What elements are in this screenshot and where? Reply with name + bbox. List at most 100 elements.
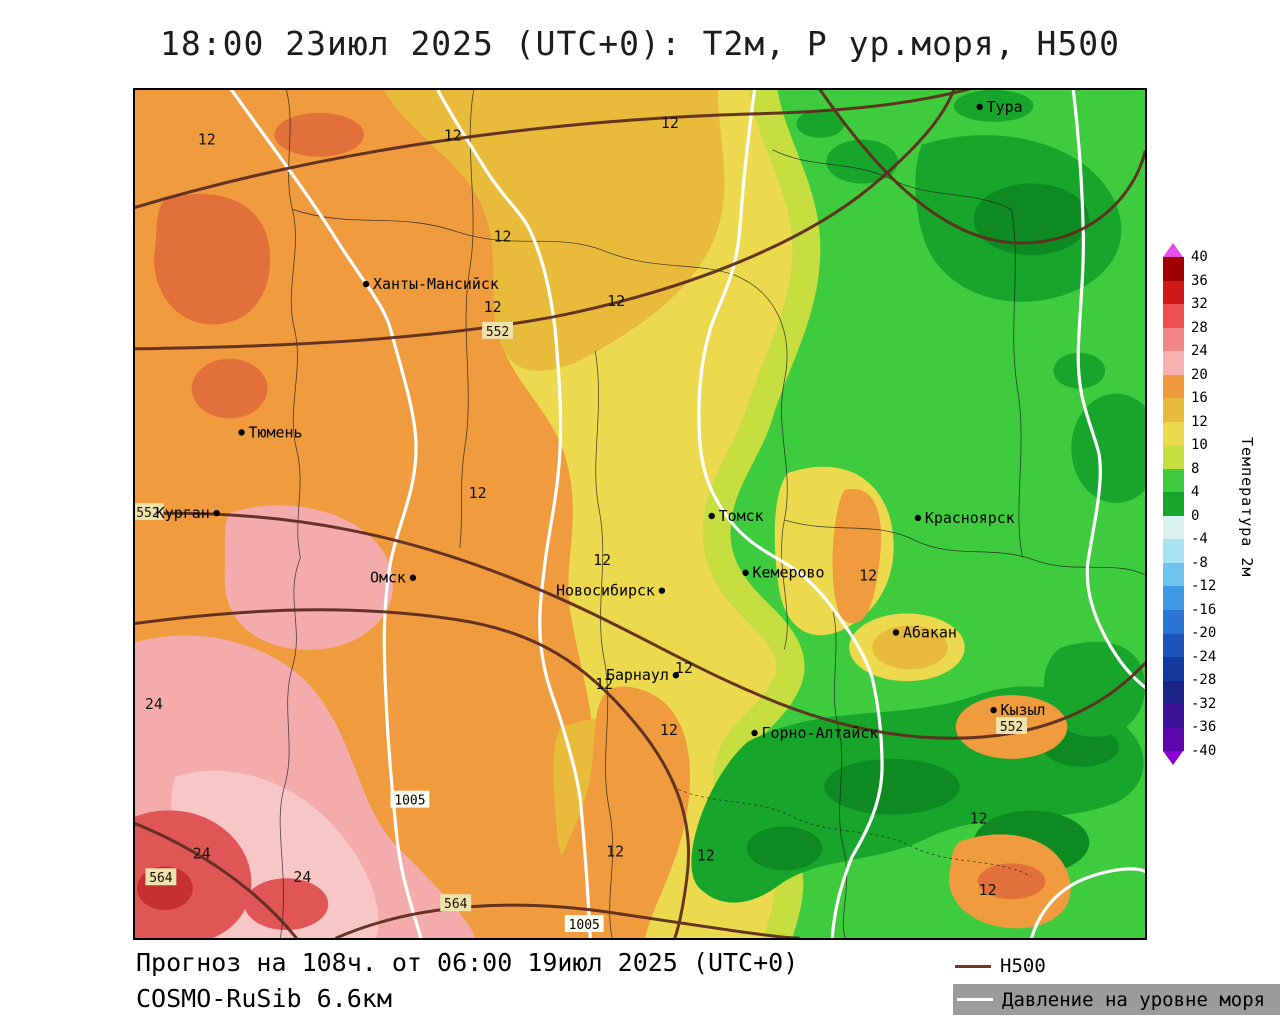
legend-tick: 28 xyxy=(1191,319,1208,336)
temp-contour-label: 12 xyxy=(859,567,877,585)
city-label: Омск xyxy=(370,569,406,587)
svg-text:24: 24 xyxy=(293,868,311,886)
page-title: 18:00 23июл 2025 (UTC+0): Т2м, P ур.моря… xyxy=(160,24,1120,63)
h500-line-legend: H500 xyxy=(955,953,1046,979)
legend-tick: 16 xyxy=(1191,390,1208,407)
city-marker: Барнаул xyxy=(606,666,680,684)
temp-contour-label: 12 xyxy=(198,131,216,149)
svg-text:12: 12 xyxy=(595,675,613,693)
legend-tick: -24 xyxy=(1191,648,1217,665)
city-label: Томск xyxy=(719,507,764,525)
city-marker: Омск xyxy=(370,569,417,587)
svg-text:12: 12 xyxy=(675,659,693,677)
city-label: Новосибирск xyxy=(556,582,655,600)
legend-tick: -32 xyxy=(1191,695,1217,712)
pressure-contour-label: 1005 xyxy=(390,790,430,809)
svg-text:552: 552 xyxy=(136,506,159,521)
city-marker: Тюмень xyxy=(238,423,302,441)
temp-contour-label: 12 xyxy=(593,551,611,569)
legend-tick: 20 xyxy=(1191,366,1208,383)
legend-tick: -20 xyxy=(1191,625,1217,642)
svg-text:552: 552 xyxy=(486,325,509,340)
legend-tick: 4 xyxy=(1191,484,1200,501)
svg-text:552: 552 xyxy=(1000,720,1023,735)
temp-contour-label: 12 xyxy=(469,484,487,502)
temp-contour-label: 12 xyxy=(484,298,502,316)
svg-text:12: 12 xyxy=(979,881,997,899)
temp-contour-label: 12 xyxy=(661,114,679,132)
svg-text:12: 12 xyxy=(697,846,715,864)
contour-label-box xyxy=(390,790,430,808)
legend-tick: -12 xyxy=(1191,578,1217,595)
city-dot xyxy=(238,429,245,436)
city-layer: Тура Ханты-Мансийск Тюмень Курган Омск Томск К… xyxy=(156,98,1046,742)
svg-text:12: 12 xyxy=(494,227,512,245)
svg-text:1005: 1005 xyxy=(394,794,425,809)
city-marker: Томск xyxy=(708,507,764,525)
city-label: Ханты-Мансийск xyxy=(373,275,499,293)
temp-contour-label: 24 xyxy=(293,868,311,886)
h500-contour-label: 552 xyxy=(482,321,514,340)
legend-tick: -8 xyxy=(1191,554,1208,571)
city-dot xyxy=(708,512,715,520)
city-label: Кемерово xyxy=(753,564,825,582)
legend-tick: -16 xyxy=(1191,601,1217,618)
legend-colorbar xyxy=(1163,257,1184,752)
legend-tick: 32 xyxy=(1191,296,1208,313)
pressure-line-legend: Давление на уровне моря xyxy=(953,984,1280,1015)
temp-contour-label: 12 xyxy=(660,721,678,739)
city-marker: Ханты-Мансийск xyxy=(362,275,499,293)
temp-contour-label: 24 xyxy=(145,695,163,713)
city-marker: Горно-Алтайск xyxy=(751,724,878,742)
city-marker: Красноярск xyxy=(914,509,1015,527)
legend-tick: 0 xyxy=(1191,507,1200,524)
legend-tick: -28 xyxy=(1191,672,1217,689)
h500-contour-label: 564 xyxy=(440,894,472,912)
svg-text:564: 564 xyxy=(149,871,173,886)
city-dot xyxy=(914,514,922,522)
contour-label-box xyxy=(564,915,604,933)
temp-contour-label: 24 xyxy=(193,844,211,862)
svg-text:12: 12 xyxy=(593,551,611,569)
forecast-info: Прогноз на 108ч. от 06:00 19июл 2025 (UT… xyxy=(136,948,799,977)
city-dot xyxy=(672,672,680,679)
svg-text:12: 12 xyxy=(484,298,502,316)
svg-text:12: 12 xyxy=(661,114,679,132)
contour-label-box xyxy=(482,321,514,339)
svg-text:12: 12 xyxy=(606,842,624,860)
h500-contour-label: 552 xyxy=(135,503,164,521)
weather-map-svg: 12 12 12 12 12 12 12 12 12 12 12 12 12 12 12 12 24 24 24 55… xyxy=(135,90,1145,938)
legend-tip-top xyxy=(1163,243,1183,257)
svg-text:12: 12 xyxy=(970,810,988,828)
city-dot xyxy=(362,280,370,288)
contour-label-box xyxy=(135,503,164,520)
city-label: Красноярск xyxy=(925,509,1015,527)
city-dot xyxy=(658,587,666,594)
temp-contour-label: 12 xyxy=(595,675,613,693)
temp-contour-label: 12 xyxy=(675,659,693,677)
temp-contour-label: 12 xyxy=(970,810,988,828)
pressure-contour-lines xyxy=(230,90,1145,938)
temperature-field xyxy=(135,90,1145,938)
city-label: Тюмень xyxy=(249,423,303,441)
temp-contour-label: 12 xyxy=(494,227,512,245)
legend-tick: 12 xyxy=(1191,413,1208,430)
svg-text:564: 564 xyxy=(444,897,468,912)
svg-text:12: 12 xyxy=(660,721,678,739)
city-marker: Абакан xyxy=(892,623,957,641)
city-dot xyxy=(409,574,417,581)
city-dot xyxy=(213,509,220,517)
svg-text:12: 12 xyxy=(444,127,462,145)
city-label: Кызыл xyxy=(1001,701,1046,719)
contour-label-box xyxy=(440,894,472,912)
temp-contour-label: 12 xyxy=(444,127,462,145)
svg-text:24: 24 xyxy=(145,695,163,713)
temp-contour-label: 12 xyxy=(607,292,625,310)
legend-tick: -40 xyxy=(1191,743,1217,759)
city-marker: Кемерово xyxy=(742,564,824,582)
legend-tick: 40 xyxy=(1191,249,1208,265)
h500-contour-label: 552 xyxy=(996,717,1027,735)
legend-tick: 8 xyxy=(1191,460,1200,477)
svg-text:1005: 1005 xyxy=(569,918,600,933)
svg-text:12: 12 xyxy=(859,567,877,585)
